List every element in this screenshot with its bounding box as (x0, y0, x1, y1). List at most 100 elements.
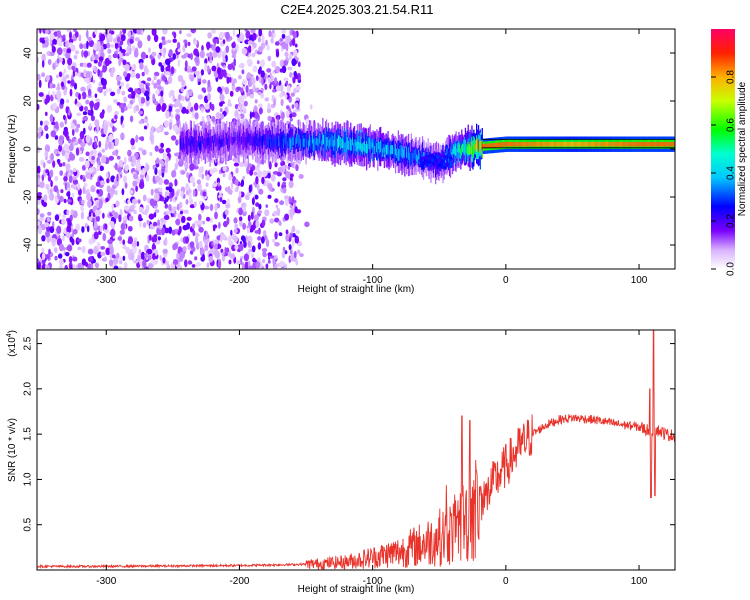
noise-blob (187, 65, 191, 70)
noise-blob (38, 217, 45, 222)
noise-blob (113, 265, 119, 269)
noise-blob (93, 68, 99, 73)
signal-band-mark (290, 138, 292, 152)
signal-band-mark (202, 138, 205, 147)
signal-band-mark (407, 147, 410, 160)
signal-band-mark (397, 148, 399, 162)
signal-band-mark (311, 136, 313, 146)
noise-blob (54, 176, 59, 181)
signal-band-mark (316, 138, 318, 146)
noise-blob (108, 155, 114, 161)
signal-band-mark (412, 152, 414, 161)
signal-band-mark (214, 133, 217, 147)
noise-blob (140, 51, 147, 60)
signal-band-mark (609, 141, 611, 147)
noise-blob (239, 162, 245, 167)
noise-blob (51, 46, 56, 53)
noise-blob (209, 58, 213, 64)
signal-band-mark (404, 146, 406, 158)
signal-band-mark (190, 135, 192, 149)
signal-band-mark (181, 132, 183, 150)
noise-blob (65, 163, 71, 171)
signal-band-mark (308, 140, 310, 151)
signal-band-mark (478, 142, 481, 153)
noise-blob (65, 231, 71, 239)
noise-blob (143, 65, 148, 74)
signal-band-mark (597, 141, 599, 147)
signal-band-mark (486, 143, 488, 149)
noise-blob (234, 223, 239, 229)
noise-blob (103, 90, 107, 97)
noise-blob (106, 178, 110, 184)
noise-blob (65, 48, 72, 53)
signal-band-mark (498, 142, 500, 148)
noise-blob (161, 40, 166, 46)
signal-band-mark (181, 142, 183, 151)
noise-blob (161, 104, 166, 112)
noise-blob (122, 216, 126, 221)
signal-band-mark (470, 146, 472, 155)
noise-blob (205, 231, 209, 239)
signal-band-mark (449, 161, 453, 166)
signal-band-mark (448, 153, 452, 158)
noise-blob (198, 200, 203, 205)
signal-band-mark (466, 146, 468, 156)
noise-blob (109, 259, 114, 267)
noise-blob (73, 54, 78, 60)
noise-blob (158, 62, 163, 67)
noise-blob (98, 189, 104, 197)
noise-blob (206, 52, 211, 57)
signal-band-mark (378, 140, 380, 150)
noise-blob (251, 253, 255, 258)
noise-blob (224, 209, 229, 216)
signal-band-mark (504, 142, 507, 147)
noise-blob (57, 253, 63, 259)
signal-band-mark (442, 162, 446, 167)
noise-blob (240, 87, 244, 94)
noise-blob (227, 198, 230, 205)
noise-blob (274, 77, 278, 84)
noise-blob (87, 199, 92, 208)
noise-blob (48, 194, 51, 200)
noise-blob (296, 249, 301, 255)
noise-blob (132, 198, 138, 205)
noise-blob (217, 86, 222, 93)
signal-band-mark (601, 141, 604, 147)
noise-blob (232, 29, 236, 37)
noise-blob (253, 171, 258, 176)
noise-blob (133, 259, 139, 264)
signal-band-mark (313, 138, 316, 151)
noise-blob (133, 240, 138, 247)
noise-blob (175, 190, 179, 197)
signal-band-mark (223, 133, 225, 146)
noise-blob (44, 150, 48, 158)
noise-blob (107, 48, 112, 54)
signal-band-mark (346, 140, 348, 153)
noise-blob (72, 228, 78, 235)
signal-band-mark (380, 141, 383, 150)
noise-blob (151, 51, 157, 57)
signal-band-mark (548, 141, 550, 147)
signal-band-mark (197, 140, 199, 153)
noise-blob (128, 226, 133, 232)
noise-blob (146, 219, 150, 225)
signal-band-mark (660, 141, 662, 147)
noise-blob (66, 29, 72, 33)
noise-blob (261, 219, 266, 227)
signal-band-mark (461, 145, 463, 156)
noise-blob (85, 134, 91, 143)
noise-blob (276, 207, 281, 217)
signal-band-mark (553, 141, 555, 147)
noise-blob (103, 124, 108, 132)
x-tick-label: -300 (96, 576, 116, 587)
noise-blob (86, 225, 90, 233)
noise-blob (233, 235, 239, 243)
noise-blob (110, 91, 116, 97)
noise-blob (219, 101, 223, 107)
noise-blob (58, 71, 63, 78)
signal-band-mark (382, 144, 385, 153)
signal-band-mark (659, 141, 661, 147)
x-tick-label: -300 (96, 275, 116, 286)
noise-blob (62, 214, 66, 219)
noise-blob (262, 259, 266, 263)
